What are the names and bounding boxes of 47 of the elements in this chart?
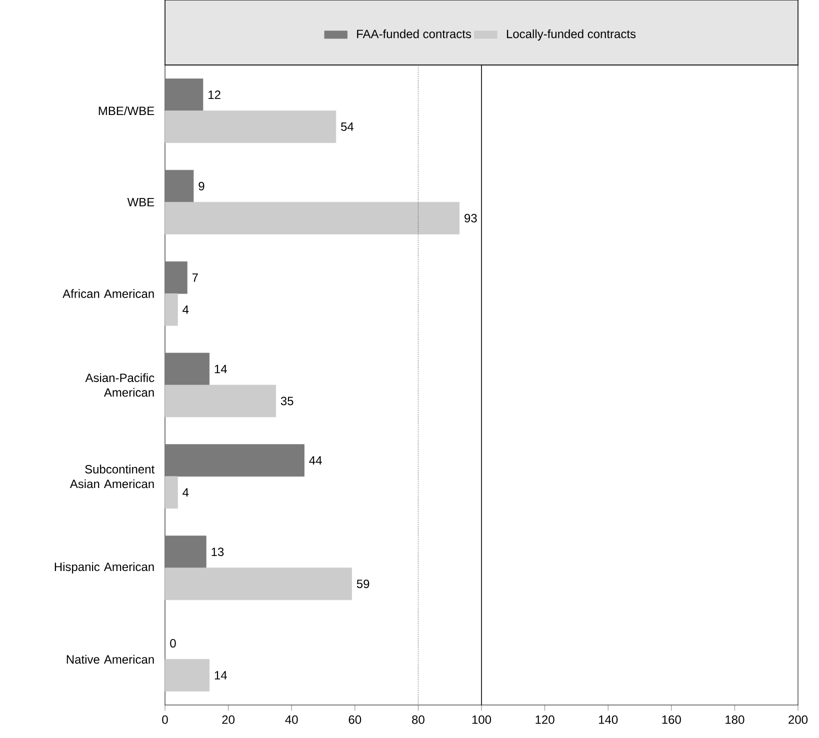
x-tick-label: 80 — [412, 715, 424, 724]
data-label: 93 — [464, 214, 477, 222]
x-tick-label: 180 — [726, 715, 744, 724]
data-label: 14 — [214, 671, 227, 680]
y-tick-label: African American — [62, 289, 154, 298]
y-tick-label: MBE/WBE — [98, 106, 154, 116]
x-tick-label: 0 — [162, 715, 168, 724]
data-label: 0 — [170, 639, 176, 648]
bar — [164, 476, 178, 509]
data-label: 44 — [309, 456, 322, 465]
data-label: 59 — [356, 580, 370, 588]
data-label: 7 — [192, 273, 198, 282]
x-tick-label: 200 — [788, 715, 808, 724]
y-tick-label: Subcontinent Asian American — [70, 464, 154, 488]
data-label: 13 — [212, 548, 224, 556]
x-tick-label: 60 — [348, 715, 362, 724]
x-tick-label: 160 — [662, 715, 681, 724]
x-tick-label: 20 — [222, 715, 235, 724]
bar — [164, 352, 210, 386]
bar — [164, 659, 210, 692]
data-label: 4 — [182, 488, 189, 497]
y-tick-label: WBE — [127, 198, 154, 206]
legend-label: Locally-funded contracts — [506, 29, 636, 41]
bar — [164, 202, 460, 234]
bar — [164, 110, 336, 143]
y-tick-label: Hispanic American — [54, 562, 154, 574]
x-tick-label: 40 — [285, 715, 298, 724]
x-tick-label: 120 — [536, 715, 554, 724]
bar — [164, 293, 178, 326]
data-label: 35 — [280, 396, 294, 406]
y-tick-label: Native American — [66, 654, 154, 664]
data-label: 4 — [182, 305, 189, 314]
x-tick-label: 140 — [599, 715, 618, 724]
data-label: 12 — [208, 90, 220, 99]
bar — [164, 536, 206, 568]
bar — [164, 261, 188, 294]
data-label: 14 — [214, 364, 227, 374]
data-label: 54 — [341, 122, 354, 131]
bar — [164, 78, 204, 111]
legend-label: FAA-funded contracts — [357, 29, 472, 38]
bar — [164, 170, 194, 202]
x-tick-label: 100 — [472, 715, 492, 724]
bar — [164, 384, 276, 418]
data-label: 9 — [198, 182, 204, 190]
y-tick-label: Asian-Pacific American — [85, 373, 154, 397]
bar — [164, 444, 304, 477]
bar — [164, 568, 352, 600]
